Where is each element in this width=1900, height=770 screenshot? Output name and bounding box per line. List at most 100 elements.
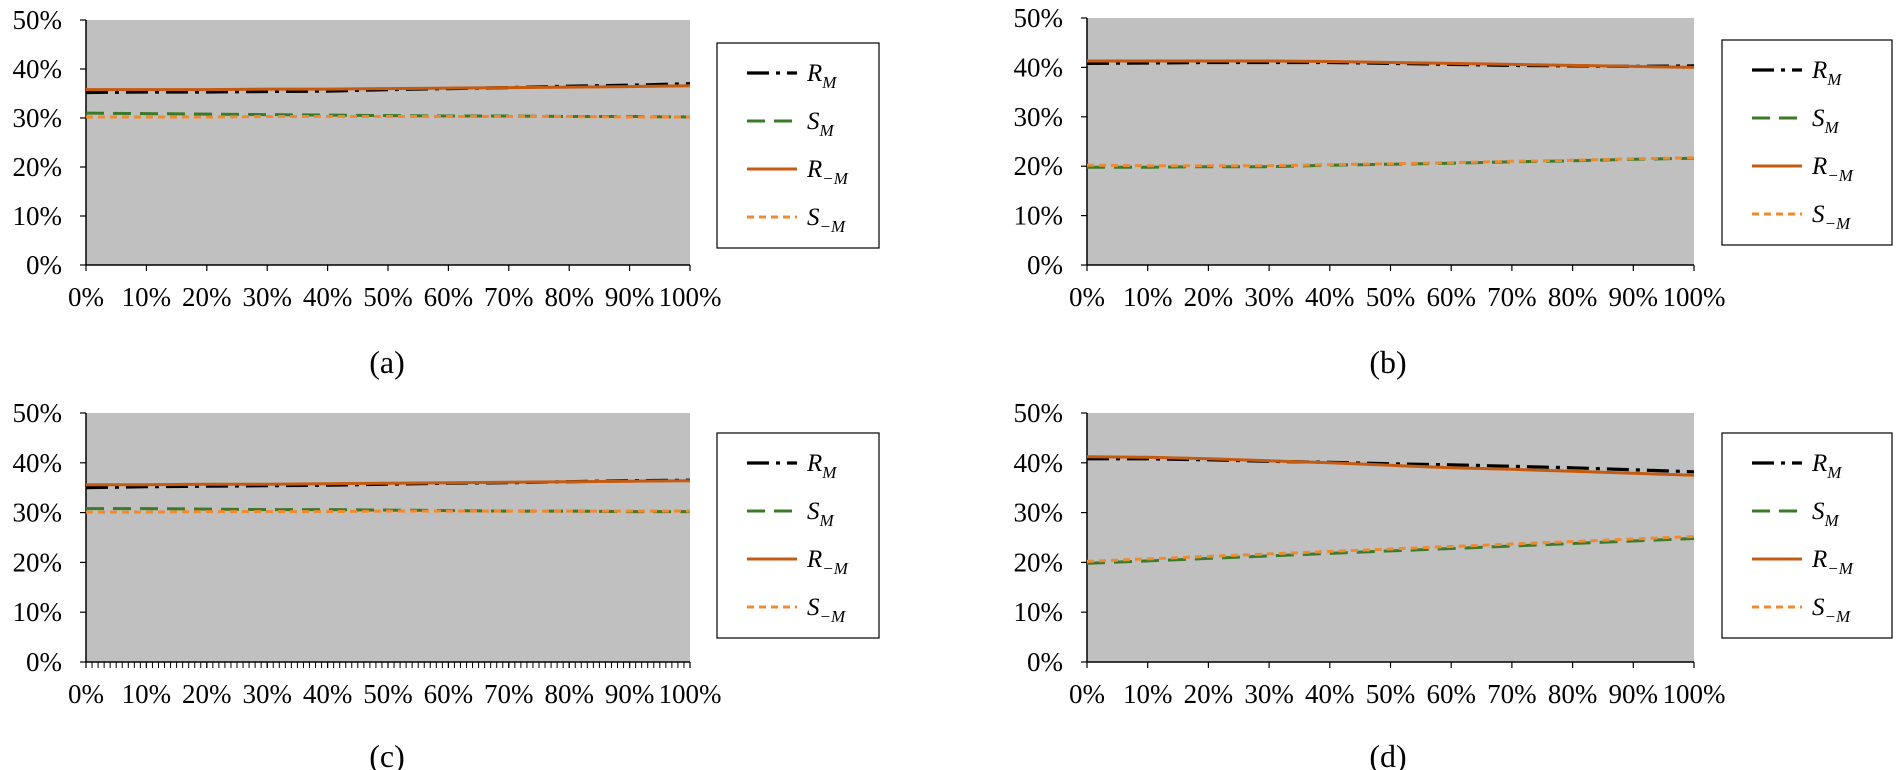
x-tick-label: 90% [605,679,655,709]
x-tick-label: 90% [1609,679,1659,709]
y-tick-label: 10% [1014,201,1064,231]
x-tick-label: 0% [68,679,104,709]
x-tick-label: 40% [1305,282,1355,312]
x-tick-label: 100% [1663,679,1726,709]
x-tick-label: 40% [303,679,353,709]
legend-subscript: M [1826,463,1842,482]
x-tick-label: 0% [1069,679,1105,709]
plot-area [86,20,690,265]
series-line-S_-M [86,115,690,119]
series-line-R_-M [86,84,691,92]
x-tick-label: 60% [1426,679,1476,709]
caption: (d) [1369,738,1406,770]
legend-subscript: M [1824,511,1840,530]
caption: (c) [369,738,405,770]
series-line-R_M [1086,60,1695,69]
legend-box [716,432,880,639]
x-tick-label: 0% [1069,282,1105,312]
series-line-R_-M [1086,455,1695,477]
x-tick-label: 50% [1366,282,1416,312]
x-tick-label: 40% [1305,679,1355,709]
y-tick-label: 30% [13,498,63,528]
legend-box [1721,432,1893,639]
series-line-R_-M [1087,59,1695,69]
series-line-S_M [1086,537,1695,565]
caption: (a) [369,344,405,380]
x-tick-label: 50% [363,282,413,312]
legend-subscript: −M [820,607,846,626]
legend-subscript: −M [1827,166,1853,185]
x-tick-label: 70% [1487,679,1537,709]
x-tick-label: 70% [1487,282,1537,312]
y-tick-label: 50% [13,5,63,35]
y-tick-label: 10% [13,201,63,231]
chart-b: 0% 10% 20% 30% 40% 50% 0% 10% 20% 30% 40% 50% 60% 70%… [1014,3,1893,380]
y-tick-label: 10% [13,597,63,627]
chart-c: 0% 10% 20% 30% 40% 50% 0% 10% 20% 30% 40% 50% 60% 70%… [13,398,880,770]
x-tick-label: 90% [605,282,655,312]
legend-box [716,42,880,249]
x-tick-label: 90% [1609,282,1659,312]
legend-subscript: M [821,73,837,92]
y-tick-label: 40% [1014,448,1064,478]
x-tick-label: 60% [424,282,474,312]
x-tick-label: 60% [1426,282,1476,312]
x-tick-label: 10% [1123,679,1173,709]
y-tick-label: 0% [1027,647,1063,677]
x-tick-label: 60% [424,679,474,709]
x-tick-label: 10% [1123,282,1173,312]
x-tick-label: 100% [659,282,722,312]
legend-label-R_M: RM [1811,57,1842,89]
x-tick-label: 20% [182,282,232,312]
x-tick-label: 80% [544,282,594,312]
x-tick-label: 80% [1548,282,1598,312]
legend-subscript: −M [1825,214,1851,233]
x-tick-label: 20% [1184,282,1234,312]
y-tick-label: 30% [1014,498,1064,528]
legend-subscript: −M [822,559,848,578]
series-line-S_-M [1086,535,1695,563]
legend-subscript: M [1824,118,1840,137]
legend-subscript: M [1826,70,1842,89]
x-tick-label: 10% [122,679,172,709]
legend-subscript: −M [1827,559,1853,578]
y-tick-label: 20% [13,152,63,182]
x-tick-label: 80% [544,679,594,709]
x-tick-label: 30% [242,679,292,709]
y-tick-label: 40% [1014,52,1064,82]
y-tick-label: 50% [13,398,63,428]
legend-subscript: −M [1825,607,1851,626]
x-tick-label: 30% [1244,282,1294,312]
series-line-S_-M [86,509,690,514]
series-line-R_M [85,478,691,490]
series-line-R_M [85,82,691,95]
chart-d: 0% 10% 20% 30% 40% 50% 0% 10% 20% 30% 40% 50% 60% 70%… [1014,398,1893,770]
series-line-R_-M [86,479,691,487]
y-tick-label: 0% [1027,250,1063,280]
x-tick-label: 30% [1244,679,1294,709]
y-tick-label: 30% [1014,102,1064,132]
plot-area [86,413,690,662]
x-tick-label: 100% [1663,282,1726,312]
legend-subscript: M [819,121,835,140]
series-line-S_-M [1086,156,1695,168]
y-tick-label: 40% [13,54,63,84]
y-tick-label: 20% [1014,547,1064,577]
x-tick-label: 10% [122,282,172,312]
legend-subscript: M [819,511,835,530]
x-tick-label: 0% [68,282,104,312]
plot-area [1087,18,1694,265]
y-tick-label: 30% [13,103,63,133]
y-tick-label: 0% [26,250,62,280]
x-tick-label: 50% [363,679,413,709]
legend-box [1721,39,1893,246]
legend-subscript: M [821,463,837,482]
chart-a: 0% 10% 20% 30% 40% 50% 0% 10% 20% 30% 40% 50% 60% 70%… [13,5,880,380]
legend-subscript: −M [822,169,848,188]
y-tick-label: 10% [1014,597,1064,627]
